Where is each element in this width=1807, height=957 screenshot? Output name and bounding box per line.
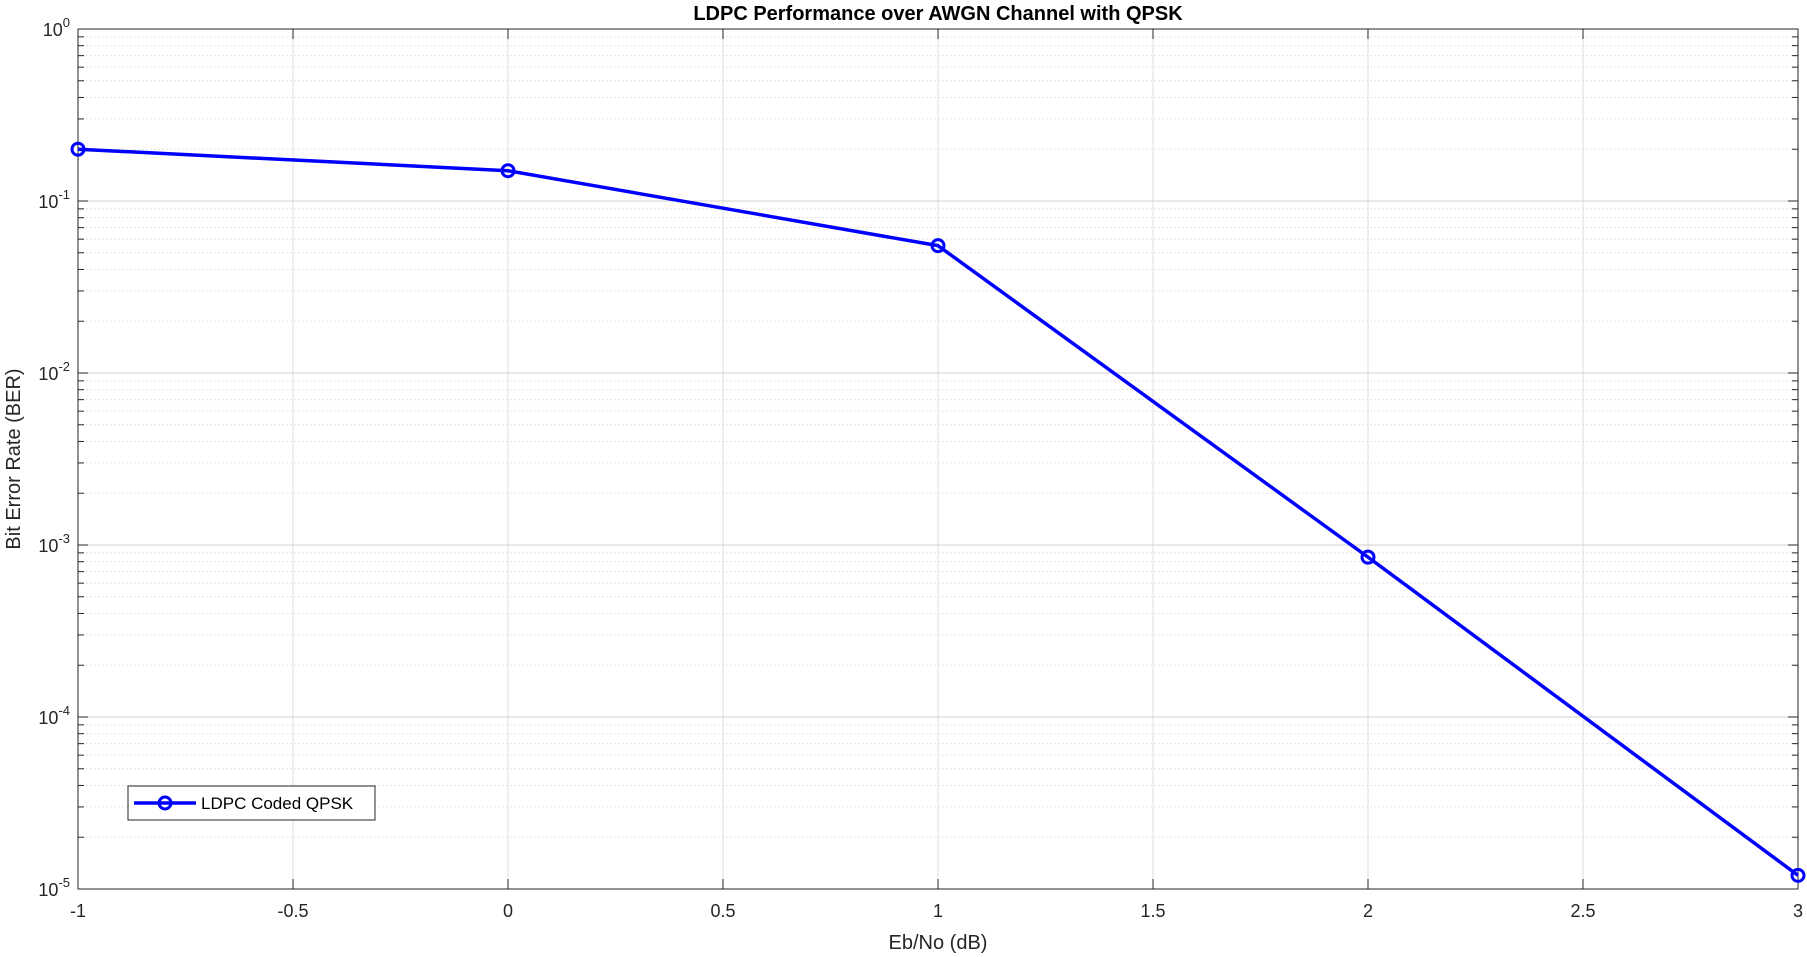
x-tick-label: 2 bbox=[1363, 901, 1373, 921]
chart-title: LDPC Performance over AWGN Channel with … bbox=[693, 3, 1183, 25]
legend-marker bbox=[157, 795, 173, 811]
y-tick-label: 10-4 bbox=[38, 703, 70, 728]
data-point bbox=[1790, 867, 1806, 883]
x-tick-label: -1 bbox=[70, 901, 86, 921]
axis-ticks bbox=[77, 28, 1799, 890]
plot-area bbox=[70, 28, 1806, 890]
data-point bbox=[930, 238, 946, 254]
data-point bbox=[70, 141, 86, 157]
major-grid bbox=[78, 29, 1798, 889]
legend-label: LDPC Coded QPSK bbox=[201, 794, 354, 813]
x-tick-label: 1 bbox=[933, 901, 943, 921]
y-axis-label: Bit Error Rate (BER) bbox=[3, 368, 25, 549]
x-tick-label: 0.5 bbox=[710, 901, 735, 921]
y-tick-labels: 100 10-1 10-2 10-3 10-4 10-5 bbox=[38, 15, 70, 900]
data-point bbox=[1360, 549, 1376, 565]
y-tick-label: 10-1 bbox=[38, 187, 70, 212]
series-line bbox=[77, 147, 1800, 877]
y-tick-label: 10-2 bbox=[38, 359, 70, 384]
x-tick-label: 0 bbox=[503, 901, 513, 921]
data-point bbox=[500, 163, 516, 179]
x-tick-label: 1.5 bbox=[1140, 901, 1165, 921]
legend: LDPC Coded QPSK bbox=[127, 785, 376, 821]
x-tick-label: -0.5 bbox=[277, 901, 308, 921]
x-tick-label: 2.5 bbox=[1570, 901, 1595, 921]
x-tick-labels: -1 -0.5 0 0.5 1 1.5 2 2.5 3 bbox=[70, 901, 1803, 921]
y-tick-label: 10-3 bbox=[38, 531, 70, 556]
series-layer bbox=[70, 141, 1806, 883]
x-axis-label: Eb/No (dB) bbox=[889, 932, 988, 954]
y-tick-label: 10-5 bbox=[38, 875, 70, 900]
y-tick-label: 100 bbox=[43, 15, 70, 40]
x-tick-label: 3 bbox=[1793, 901, 1803, 921]
